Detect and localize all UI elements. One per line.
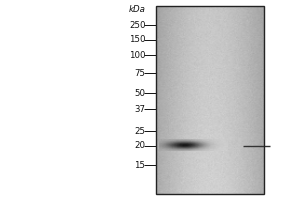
Text: 100: 100 bbox=[129, 50, 146, 60]
Text: 250: 250 bbox=[129, 21, 146, 29]
Bar bbox=[156, 6, 264, 194]
Text: 20: 20 bbox=[134, 142, 146, 150]
Text: 15: 15 bbox=[134, 160, 146, 170]
Text: 50: 50 bbox=[134, 88, 146, 98]
Text: 37: 37 bbox=[134, 104, 146, 114]
Text: 25: 25 bbox=[134, 127, 146, 136]
Text: 150: 150 bbox=[129, 36, 146, 45]
Text: 75: 75 bbox=[134, 68, 146, 77]
Text: kDa: kDa bbox=[129, 4, 146, 14]
